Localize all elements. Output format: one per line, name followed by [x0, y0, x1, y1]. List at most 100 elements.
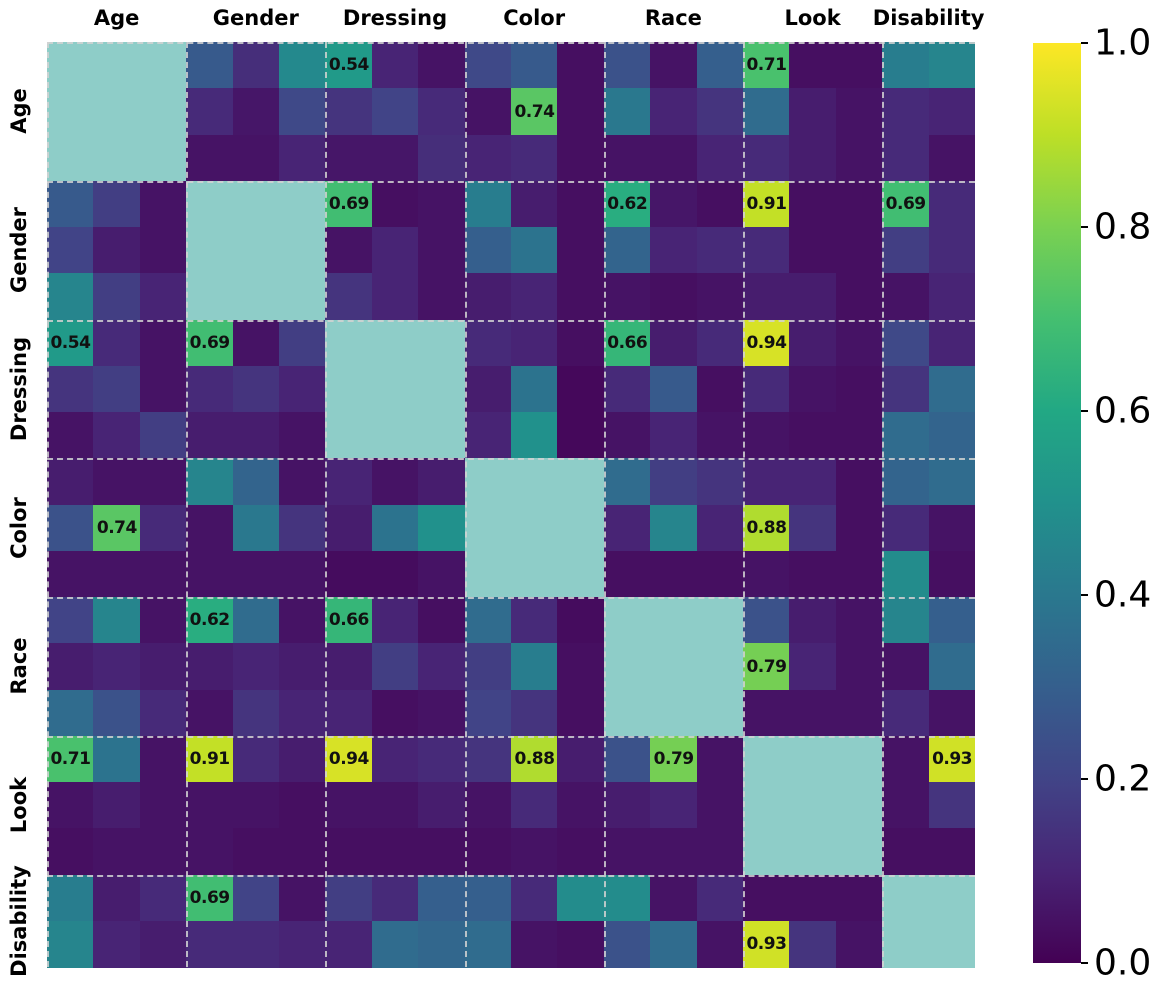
heatmap-cell: [325, 227, 373, 274]
block-separator-vertical: [743, 42, 745, 967]
heatmap-cell: [47, 365, 94, 413]
heatmap-cell: [464, 412, 512, 459]
heatmap-cell: [279, 550, 326, 598]
heatmap-cell: [696, 88, 744, 135]
masked-diagonal-cell: [418, 412, 466, 459]
heatmap-cell: [232, 42, 280, 89]
heatmap-cell: [371, 735, 419, 783]
heatmap-cell: [47, 828, 94, 875]
heatmap-cell: [928, 689, 976, 737]
heatmap-cell: [835, 550, 883, 598]
heatmap-cell: [696, 134, 744, 182]
heatmap-cell: [93, 412, 141, 459]
heatmap-cell: [743, 458, 790, 505]
heatmap-cell: [928, 828, 976, 875]
heatmap-cell: [511, 689, 558, 737]
heatmap-cell: [464, 735, 512, 783]
heatmap-cell: [93, 365, 141, 413]
heatmap-cell: [325, 273, 373, 320]
heatmap-cell: [464, 319, 512, 367]
masked-diagonal-cell: [139, 42, 187, 89]
heatmap-cell: [418, 227, 466, 274]
heatmap-cell: [232, 458, 280, 505]
heatmap-cell: [325, 504, 373, 552]
heatmap-cell: [279, 597, 326, 644]
heatmap-cell: [603, 273, 651, 320]
heatmap-cell: [47, 504, 94, 552]
heatmap-cell: [464, 88, 512, 135]
heatmap-cell: 0.54: [325, 42, 373, 89]
masked-diagonal-cell: [789, 782, 837, 829]
masked-diagonal-cell: [279, 273, 326, 320]
heatmap-cell: [47, 412, 94, 459]
heatmap-cell: [139, 458, 187, 505]
heatmap-cell: [835, 180, 883, 228]
heatmap-cell: 0.88: [511, 735, 558, 783]
masked-diagonal-cell: [418, 319, 466, 367]
heatmap-cell: [789, 458, 837, 505]
masked-diagonal-cell: [511, 504, 558, 552]
block-separator-vertical: [882, 42, 885, 967]
heatmap-cell: [650, 365, 698, 413]
masked-diagonal-cell: [93, 88, 141, 135]
masked-diagonal-cell: [557, 550, 605, 598]
heatmap-cell: [882, 227, 930, 274]
heatmap-cell: [47, 458, 94, 505]
masked-diagonal-cell: [325, 412, 373, 459]
cell-value-annotation: 0.74: [514, 101, 555, 122]
heatmap-cell: [371, 227, 419, 274]
heatmap-cell: [743, 227, 790, 274]
heatmap-cell: [789, 597, 837, 644]
heatmap-cell: [511, 874, 558, 922]
heatmap-cell: [186, 365, 234, 413]
heatmap-cell: [93, 550, 141, 598]
heatmap-cell: [557, 735, 605, 783]
heatmap-cell: [557, 365, 605, 413]
heatmap-cell: [325, 782, 373, 829]
heatmap-cell: [882, 273, 930, 320]
colorbar-tick-label: 0.0: [1094, 942, 1152, 984]
heatmap-cell: [186, 42, 234, 89]
heatmap-cell: [93, 597, 141, 644]
block-separator-vertical: [47, 42, 49, 967]
heatmap-cell: [928, 273, 976, 320]
cell-value-annotation: 0.88: [514, 749, 555, 770]
heatmap-cell: [603, 458, 651, 505]
heatmap-cell: [279, 504, 326, 552]
heatmap-cell: [789, 504, 837, 552]
heatmap-cell: [139, 643, 187, 690]
heatmap-cell: 0.74: [93, 504, 141, 552]
block-separator-vertical: [325, 42, 328, 967]
heatmap-cell: [603, 782, 651, 829]
heatmap-cell: [603, 874, 651, 922]
heatmap-cell: [789, 920, 837, 968]
heatmap-cell: [186, 550, 234, 598]
heatmap-cell: [464, 134, 512, 182]
heatmap-cell: [557, 319, 605, 367]
heatmap-cell: [557, 273, 605, 320]
masked-diagonal-cell: [139, 88, 187, 135]
heatmap-cell: [279, 42, 326, 89]
block-separator-horizontal: [47, 42, 975, 44]
masked-diagonal-cell: [464, 458, 512, 505]
x-axis-label-gender: Gender: [212, 6, 299, 30]
masked-diagonal-cell: [93, 42, 141, 89]
heatmap-cell: [882, 365, 930, 413]
heatmap-cell: [511, 227, 558, 274]
heatmap-cell: [418, 597, 466, 644]
heatmap-cell: [47, 920, 94, 968]
heatmap-cell: [882, 735, 930, 783]
heatmap-cell: [139, 782, 187, 829]
x-axis-label-race: Race: [644, 6, 702, 30]
heatmap-cell: [93, 689, 141, 737]
heatmap-cell: [186, 458, 234, 505]
heatmap-cell: [603, 735, 651, 783]
heatmap-cell: [928, 42, 976, 89]
heatmap-cell: [928, 365, 976, 413]
heatmap-cell: [650, 134, 698, 182]
heatmap-cell: [371, 88, 419, 135]
heatmap-cell: [47, 643, 94, 690]
heatmap-cell: 0.66: [325, 597, 373, 644]
heatmap-cell: [139, 689, 187, 737]
cell-value-annotation: 0.71: [746, 55, 787, 76]
